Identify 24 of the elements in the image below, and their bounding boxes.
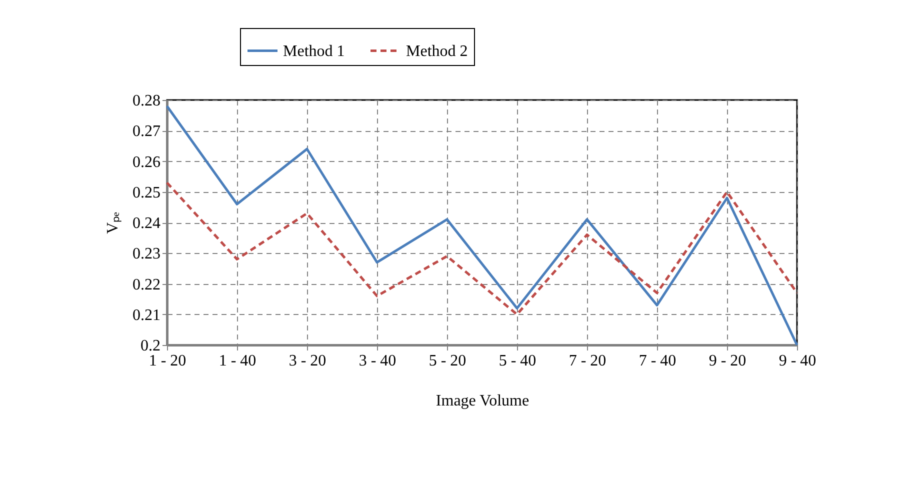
y-tick-label: 0.23 <box>132 246 160 263</box>
x-tick-label: 7 - 40 <box>638 352 676 370</box>
x-tick-label: 1 - 40 <box>218 352 256 370</box>
y-tick-label: 0.25 <box>132 184 160 202</box>
y-tick-label: 0.24 <box>132 215 160 232</box>
x-tick-label: 3 - 40 <box>358 352 396 370</box>
y-tick-label: 0.21 <box>132 306 160 324</box>
y-tick-label: 0.22 <box>132 276 160 294</box>
line-series <box>166 181 798 316</box>
legend-label: Method 1 <box>283 42 345 60</box>
x-tick-label: 7 - 20 <box>568 352 606 370</box>
x-tick-label: 1 - 20 <box>148 352 186 370</box>
y-tick-label: 0.2 <box>140 338 160 354</box>
x-tick-label: 9 - 40 <box>778 352 816 370</box>
y-axis-title: Vₚₑ <box>104 212 122 234</box>
x-axis-title: Image Volume <box>436 392 530 410</box>
legend-label: Method 2 <box>406 42 468 60</box>
x-tick-label: 9 - 20 <box>708 352 746 370</box>
x-tick-label: 5 - 40 <box>498 352 536 370</box>
y-tick-label: 0.26 <box>132 154 160 171</box>
x-tick-label: 3 - 20 <box>288 352 326 370</box>
x-tick-label: 5 - 20 <box>428 352 466 370</box>
y-tick-label: 0.27 <box>132 123 160 140</box>
y-tick-label: 0.28 <box>132 92 160 110</box>
